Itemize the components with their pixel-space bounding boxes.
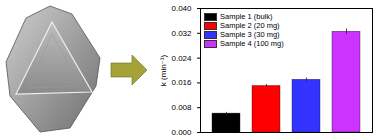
svg-text:0.032: 0.032 — [171, 29, 192, 38]
html-text:Sample 3 (30 mg): Sample 3 (30 mg) — [220, 30, 280, 39]
svg-text:0.024: 0.024 — [171, 54, 192, 63]
svg-text:0.040: 0.040 — [171, 4, 192, 13]
svg-text:0.000: 0.000 — [171, 128, 192, 137]
svg-text:0.008: 0.008 — [171, 103, 192, 112]
svg-text:0.016: 0.016 — [171, 78, 192, 87]
html-text:Sample 1 (bulk): Sample 1 (bulk) — [220, 12, 273, 21]
html-text:Sample 4 (100 mg): Sample 4 (100 mg) — [220, 39, 284, 48]
svg-text:k (min⁻¹): k (min⁻¹) — [159, 55, 168, 87]
html-text:Sample 2 (20 mg): Sample 2 (20 mg) — [220, 21, 280, 30]
